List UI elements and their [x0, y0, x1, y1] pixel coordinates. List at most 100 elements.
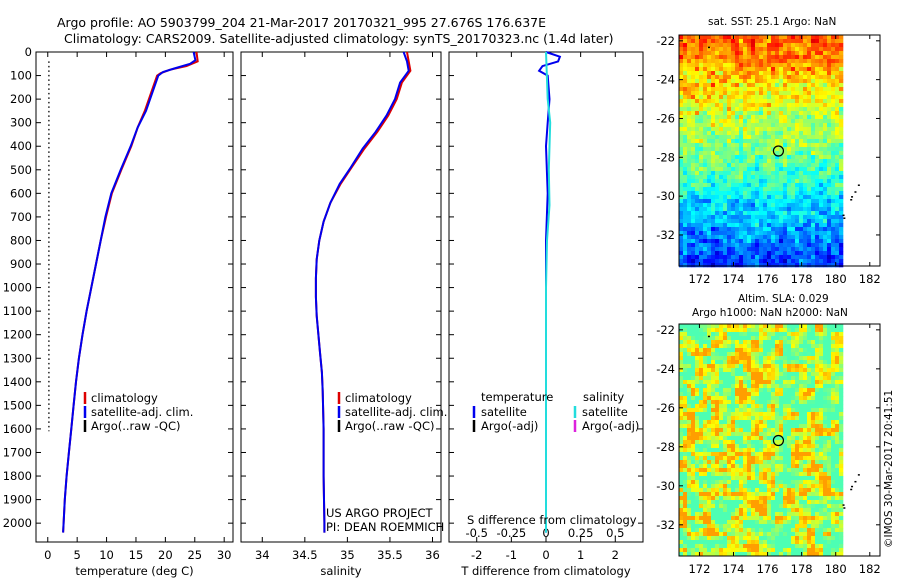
- difference-panel: -2 -1 0 1 2 -0.5 -0.25 0 0.25 0.5 T difference fro…: [448, 51, 644, 578]
- x-tick-label: 0: [542, 548, 549, 562]
- lon-tick-label: 178: [791, 272, 813, 286]
- x-tick-label: 34: [255, 548, 270, 562]
- argo-position-marker: [772, 434, 785, 447]
- series-satellite-adj-clim-: [62, 51, 197, 533]
- legend-label-argo: Argo(..raw -QC): [345, 419, 435, 433]
- lon-tick-label: 174: [723, 562, 745, 576]
- depth-tick-label: 1800: [3, 469, 32, 483]
- x-tick-label: 0: [44, 548, 51, 562]
- island: [854, 191, 857, 193]
- sla-map-subtitle: Argo h1000: NaN h2000: NaN: [692, 307, 848, 319]
- salinity-legend: climatology satellite-adj. clim. Argo(..…: [326, 391, 447, 534]
- island: [851, 196, 854, 198]
- island: [850, 199, 853, 201]
- depth-tick-label: 1200: [3, 328, 32, 342]
- legend-label-s-satellite: satellite: [582, 405, 628, 419]
- island: [707, 335, 710, 338]
- sst-field: [679, 35, 844, 268]
- lat-tick-label: -28: [656, 440, 675, 454]
- plot-frame: [240, 51, 442, 543]
- series-climatology: [314, 51, 412, 533]
- difference-legend: temperature salinity satellite Argo(-adj…: [467, 390, 639, 527]
- lon-tick-label: 182: [859, 562, 881, 576]
- sst-map-title: sat. SST: 25.1 Argo: NaN: [708, 16, 836, 28]
- depth-tick-label: 200: [10, 92, 32, 106]
- lat-tick-label: -30: [656, 189, 675, 203]
- x-tick-label: 20: [158, 548, 173, 562]
- header-line1: Argo profile: AO 5903799_204 21-Mar-2017…: [57, 15, 546, 30]
- s-tick-label: -0.25: [496, 526, 526, 540]
- lat-tick-label: -22: [656, 34, 675, 48]
- island: [843, 217, 846, 219]
- header-line2: Climatology: CARS2009. Satellite-adjuste…: [64, 31, 614, 46]
- s-tick-label: 0: [542, 526, 549, 540]
- series-climatology: [62, 51, 199, 533]
- x-tick-label: 35.5: [377, 548, 403, 562]
- x-tick-label: 2: [612, 548, 619, 562]
- depth-tick-label: 1700: [3, 445, 32, 459]
- depth-tick-label: 600: [10, 186, 32, 200]
- salinity-panel: 34 34.5 35 35.5 36 salinity: [240, 51, 442, 578]
- depth-tick-label: 400: [10, 139, 32, 153]
- depth-tick-label: 2000: [3, 516, 32, 530]
- legend-label-satellite: satellite-adj. clim.: [345, 405, 447, 419]
- s-difference-label: S difference from climatology: [467, 513, 637, 527]
- series-t-satellite: [537, 51, 562, 533]
- lon-tick-label: 176: [757, 562, 779, 576]
- lat-tick-label: -32: [656, 228, 675, 242]
- x-tick-label: 5: [74, 548, 81, 562]
- depth-tick-label: 500: [10, 163, 32, 177]
- x-tick-label: 25: [187, 548, 202, 562]
- depth-tick-label: 100: [10, 69, 32, 83]
- sla-field: [679, 324, 844, 557]
- island: [857, 184, 860, 186]
- depth-tick-label: 800: [10, 233, 32, 247]
- map-frame: [678, 34, 881, 267]
- temperature-legend: climatology satellite-adj. clim. Argo(..…: [83, 391, 193, 433]
- lat-tick-label: -26: [656, 111, 675, 125]
- lat-tick-label: -22: [656, 323, 675, 337]
- x-tick-label: 35: [340, 548, 355, 562]
- depth-tick-label: 900: [10, 257, 32, 271]
- x-axis-label: T difference from climatology: [460, 564, 631, 578]
- sst-map: 172 174 176 178 180 182 -22 -24 -26 -28 -30 -32: [656, 34, 881, 286]
- temperature-panel: 0100200300400500600700800900100011001200…: [3, 45, 234, 578]
- lon-tick-label: 180: [825, 272, 847, 286]
- depth-tick-label: 700: [10, 210, 32, 224]
- pi-annotation: PI: DEAN ROEMMICH: [326, 520, 444, 534]
- lon-tick-label: 176: [757, 272, 779, 286]
- depth-tick-label: 1900: [3, 493, 32, 507]
- x-tick-label: 15: [129, 548, 144, 562]
- s-tick-label: -0.5: [465, 526, 487, 540]
- legend-title-salinity: salinity: [583, 390, 624, 404]
- x-tick-label: 1: [577, 548, 584, 562]
- x-axis-label: salinity: [320, 564, 361, 578]
- x-tick-label: 34.5: [292, 548, 318, 562]
- island: [857, 474, 860, 476]
- x-tick-label: -2: [471, 548, 482, 562]
- island: [854, 480, 857, 483]
- sla-map: 172 174 176 178 180 182 -22 -24 -26 -28 -30 -32: [656, 323, 881, 576]
- s-tick-label: 0.25: [568, 526, 594, 540]
- argo-position-marker: [772, 145, 785, 157]
- depth-tick-label: 1300: [3, 351, 32, 365]
- legend-label-satellite: satellite-adj. clim.: [91, 405, 193, 419]
- x-tick-label: -1: [506, 548, 517, 562]
- lat-tick-label: -24: [656, 362, 675, 376]
- legend-label-s-argo: Argo(-adj): [582, 419, 639, 433]
- depth-tick-label: 300: [10, 116, 32, 130]
- island: [850, 488, 853, 491]
- legend-label-argo: Argo(..raw -QC): [91, 419, 181, 433]
- lat-tick-label: -30: [656, 479, 675, 493]
- legend-label-climatology: climatology: [345, 391, 412, 405]
- depth-tick-label: 1000: [3, 281, 32, 295]
- lon-tick-label: 172: [688, 562, 710, 576]
- depth-tick-label: 1500: [3, 398, 32, 412]
- depth-tick-label: 1600: [3, 422, 32, 436]
- lon-tick-label: 178: [791, 562, 813, 576]
- island: [842, 504, 845, 506]
- imos-credit: ©IMOS 30-Mar-2017 20:41:51: [883, 390, 895, 548]
- lat-tick-label: -26: [656, 401, 675, 415]
- s-tick-label: 0.5: [606, 526, 624, 540]
